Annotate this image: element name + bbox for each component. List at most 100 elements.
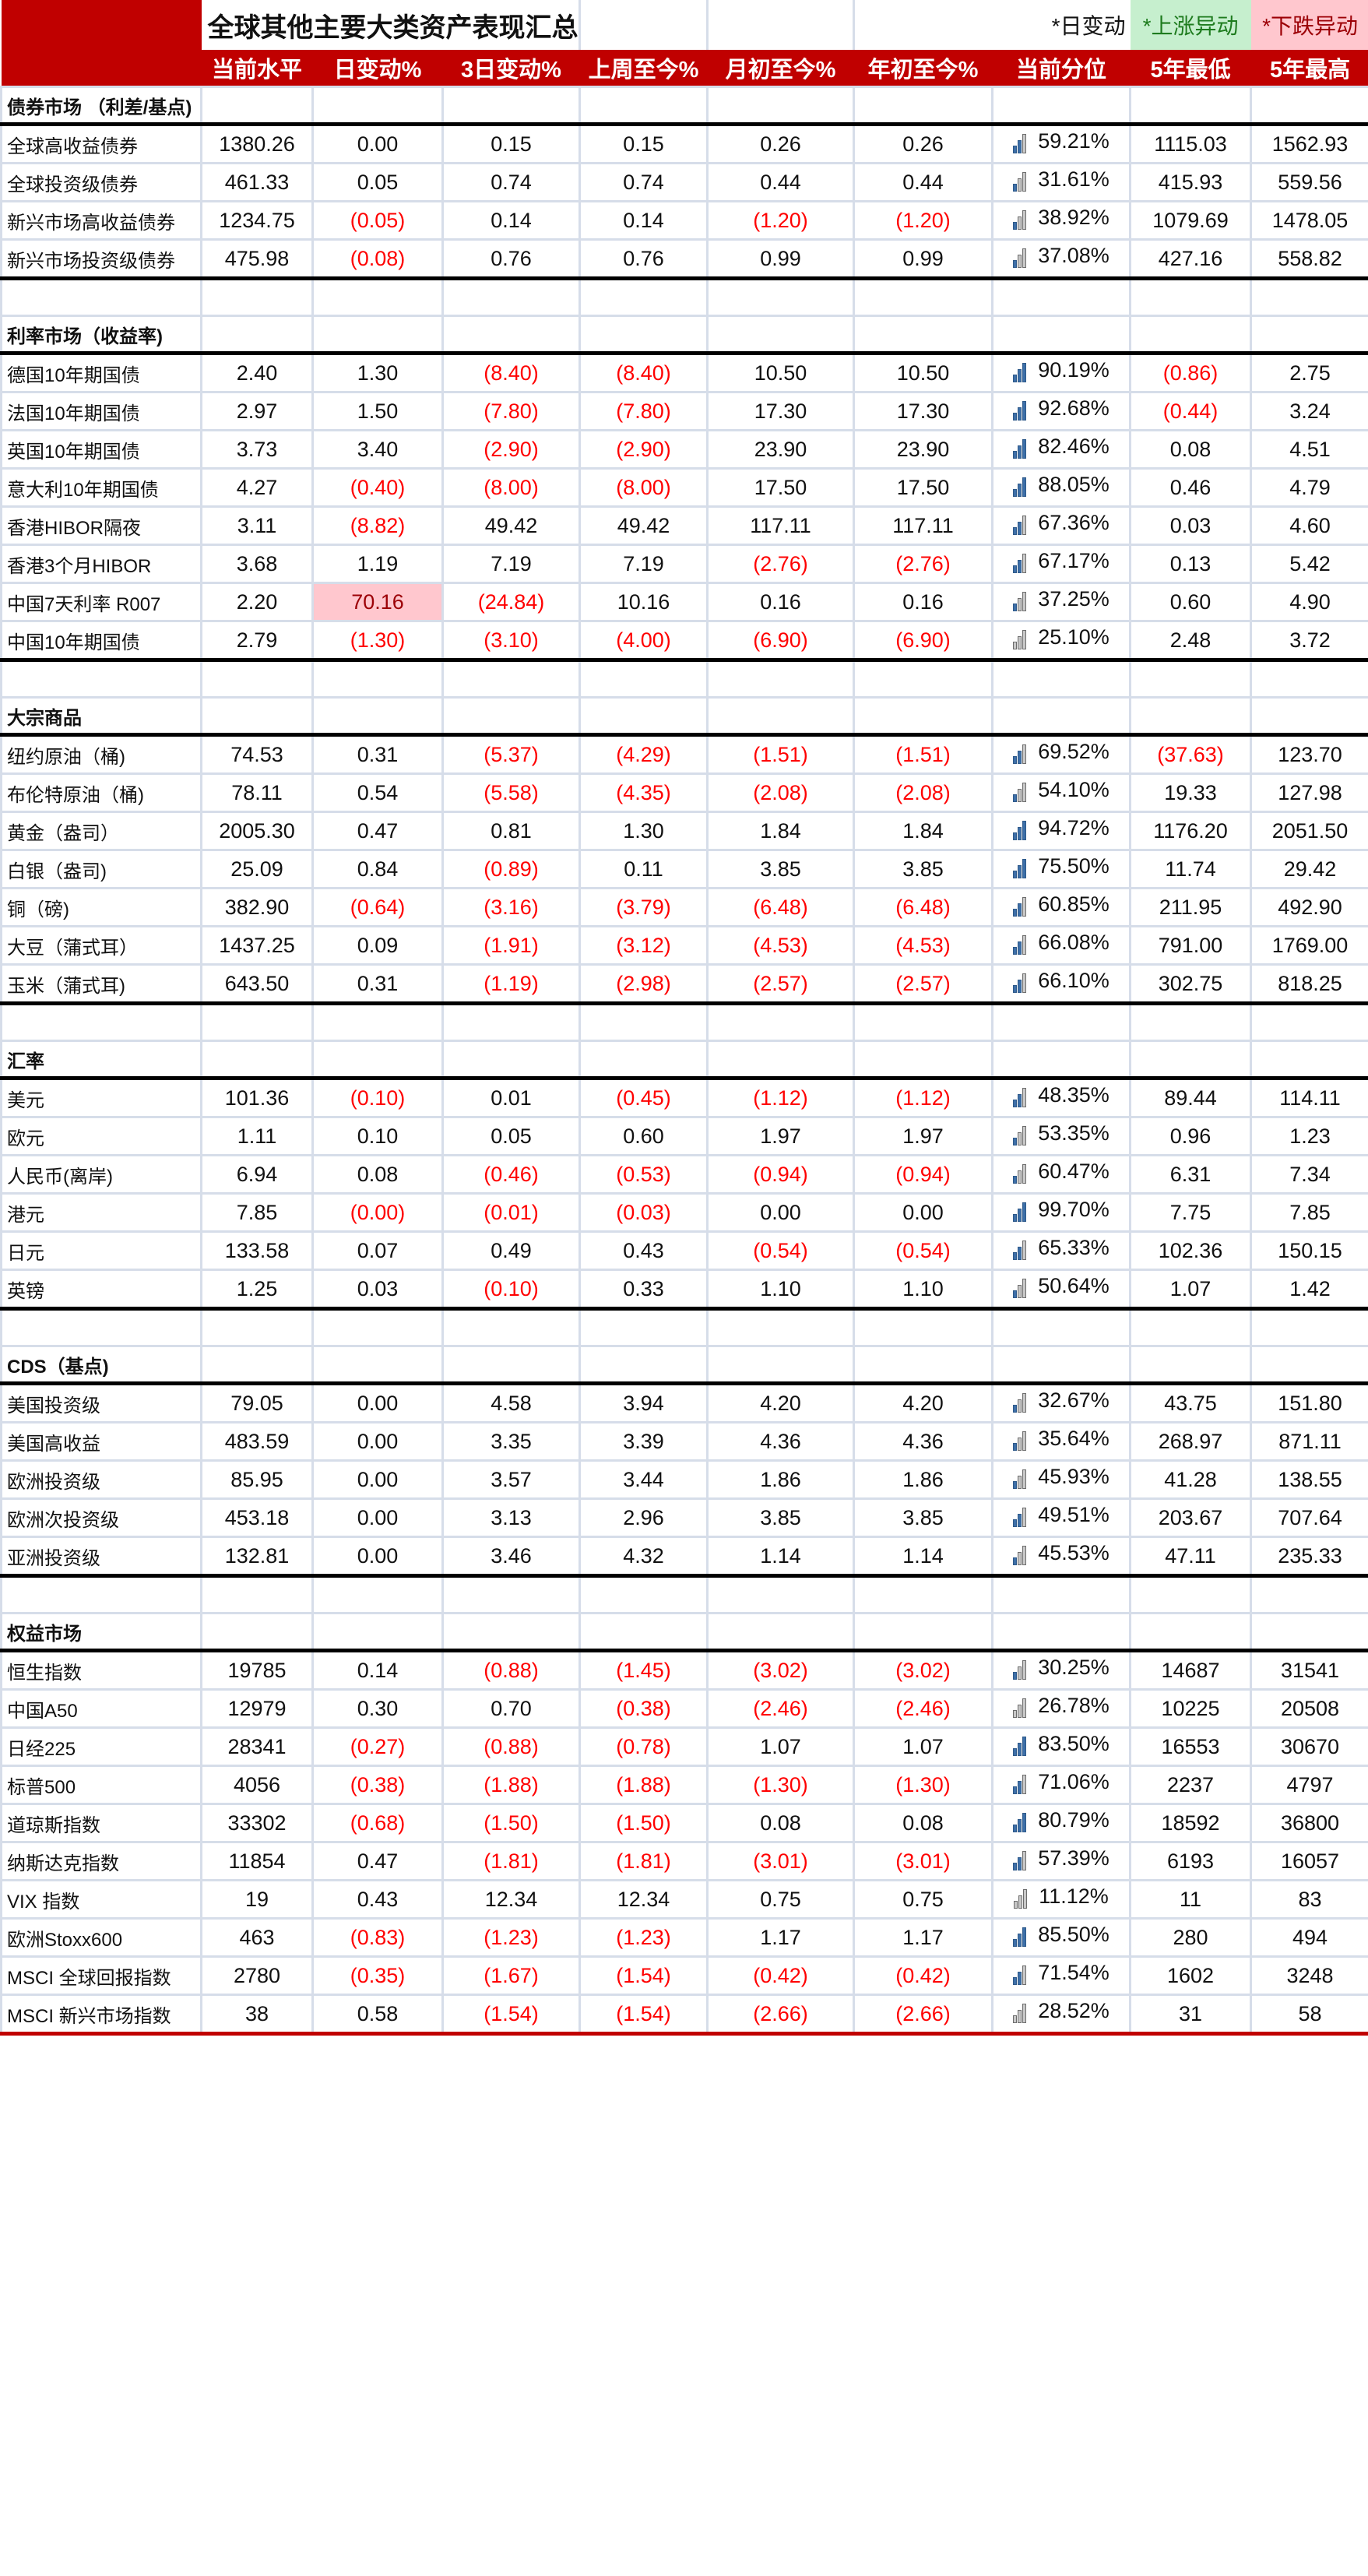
percentile-value: 11.12% <box>1039 1884 1109 1908</box>
signal-bars-icon <box>1013 1850 1030 1870</box>
asset-name: 中国10年期国债 <box>0 620 202 662</box>
table-row: 德国10年期国债 2.40 1.30 (8.40) (8.40) 10.50 10.50 90… <box>0 352 1368 393</box>
bar <box>1013 146 1018 153</box>
value-cell: 0.08 <box>853 1803 994 1843</box>
value-cell: 4.60 <box>1250 505 1368 546</box>
empty-cell <box>311 1307 444 1347</box>
table-row: 白银（盎司) 25.09 0.84 (0.89) 0.11 3.85 3.85 75.50% 1… <box>0 849 1368 889</box>
percentile-value: 66.10% <box>1038 969 1110 992</box>
value-cell: 3.85 <box>853 1497 994 1538</box>
bar <box>1022 821 1027 840</box>
value-cell: 0.84 <box>311 849 444 889</box>
value-cell: 1.19 <box>311 544 444 584</box>
bar <box>1022 363 1027 382</box>
section-title: 利率市场（收益率) <box>0 315 202 355</box>
value-cell: 16553 <box>1129 1726 1253 1767</box>
percentile-value: 53.35% <box>1038 1121 1110 1145</box>
value-cell: 2.48 <box>1129 620 1253 662</box>
value-cell: 127.98 <box>1250 772 1368 813</box>
value-cell: 3248 <box>1250 1955 1368 1996</box>
bar <box>1018 941 1022 955</box>
percentile-cell: 71.06% <box>991 1765 1132 1805</box>
percentile-value: 37.25% <box>1038 587 1110 611</box>
bar <box>1013 1786 1018 1794</box>
column-header: 月初至今% <box>707 50 854 87</box>
percentile-cell: 31.61% <box>991 162 1132 202</box>
value-cell: 2.40 <box>200 352 314 393</box>
asset-name: 中国A50 <box>0 1688 202 1729</box>
value-cell: 12.34 <box>441 1879 582 1920</box>
empty-cell <box>853 1002 994 1042</box>
value-cell: 4.36 <box>706 1421 856 1462</box>
value-cell: 2051.50 <box>1250 811 1368 851</box>
percentile: 60.47% <box>1013 1160 1110 1184</box>
value-cell: 85.95 <box>200 1459 314 1500</box>
percentile-cell: 37.25% <box>991 582 1132 622</box>
value-cell: 31541 <box>1250 1649 1368 1691</box>
bar <box>1022 210 1027 230</box>
asset-name: 新兴市场投资级债券 <box>0 238 202 280</box>
value-cell: 117.11 <box>706 505 856 546</box>
value-cell: (0.88) <box>441 1649 582 1691</box>
value-cell: 151.80 <box>1250 1382 1368 1423</box>
empty-cell <box>200 1040 314 1080</box>
value-cell: 12979 <box>200 1688 314 1729</box>
bar <box>1013 222 1018 230</box>
value-cell: (0.03) <box>578 1192 709 1233</box>
section-header-row: 大宗商品 <box>0 696 1368 737</box>
percentile-cell: 60.47% <box>991 1154 1132 1195</box>
value-cell: 707.64 <box>1250 1497 1368 1538</box>
percentile: 59.21% <box>1013 129 1110 153</box>
value-cell: 0.00 <box>311 123 444 164</box>
empty-cell <box>0 1307 202 1347</box>
value-cell: 102.36 <box>1129 1230 1253 1271</box>
value-cell: 0.47 <box>311 1841 444 1881</box>
percentile-value: 67.36% <box>1038 511 1110 534</box>
value-cell: 302.75 <box>1129 963 1253 1005</box>
percentile: 32.67% <box>1013 1388 1110 1413</box>
value-cell: 10.50 <box>853 352 994 393</box>
empty-cell <box>311 1345 444 1385</box>
signal-bars-icon <box>1013 1774 1030 1794</box>
value-cell: 0.00 <box>853 1192 994 1233</box>
empty-cell <box>853 1040 994 1080</box>
bar <box>1018 1552 1022 1565</box>
signal-bars-icon <box>1013 1392 1030 1413</box>
percentile-value: 88.05% <box>1038 473 1110 496</box>
asset-name: 香港HIBOR隔夜 <box>0 505 202 546</box>
table-row: 铜（磅) 382.90 (0.64) (3.16) (3.79) (6.48) (6.48)… <box>0 887 1368 927</box>
percentile-value: 83.50% <box>1038 1732 1110 1755</box>
bar <box>1022 973 1027 993</box>
asset-name: 白银（盎司) <box>0 849 202 889</box>
value-cell: 3.85 <box>706 849 856 889</box>
bar <box>1022 477 1027 497</box>
value-cell: 2237 <box>1129 1765 1253 1805</box>
bar <box>1018 1743 1022 1756</box>
value-cell: 0.05 <box>311 162 444 202</box>
value-cell: 7.34 <box>1250 1154 1368 1195</box>
table-row: 美元 101.36 (0.10) 0.01 (0.45) (1.12) (1.12) 48.3… <box>0 1077 1368 1118</box>
value-cell: 0.00 <box>311 1421 444 1462</box>
asset-name: VIX 指数 <box>0 1879 202 1920</box>
value-cell: 235.33 <box>1250 1536 1368 1578</box>
value-cell: 3.72 <box>1250 620 1368 662</box>
value-cell: (0.86) <box>1129 352 1253 393</box>
empty-cell <box>441 1307 582 1347</box>
empty-cell <box>1250 86 1368 126</box>
bar <box>1022 592 1027 611</box>
value-cell: 41.28 <box>1129 1459 1253 1500</box>
value-cell: 0.14 <box>441 200 582 241</box>
bar <box>1022 554 1027 573</box>
table-row: 中国7天利率 R007 2.20 70.16 (24.84) 10.16 0.16 0.16… <box>0 582 1368 622</box>
value-cell: (2.76) <box>853 544 994 584</box>
value-cell: (0.05) <box>311 200 444 241</box>
bar <box>1013 1977 1018 1985</box>
bar <box>1022 1775 1027 1794</box>
value-cell: 20508 <box>1250 1688 1368 1729</box>
value-cell: 23.90 <box>853 429 994 470</box>
value-cell: 10225 <box>1129 1688 1253 1729</box>
empty-cell <box>991 1575 1132 1614</box>
percentile-value: 28.52% <box>1038 1999 1110 2022</box>
bar <box>1018 1399 1022 1413</box>
signal-bars-icon <box>1013 629 1030 649</box>
